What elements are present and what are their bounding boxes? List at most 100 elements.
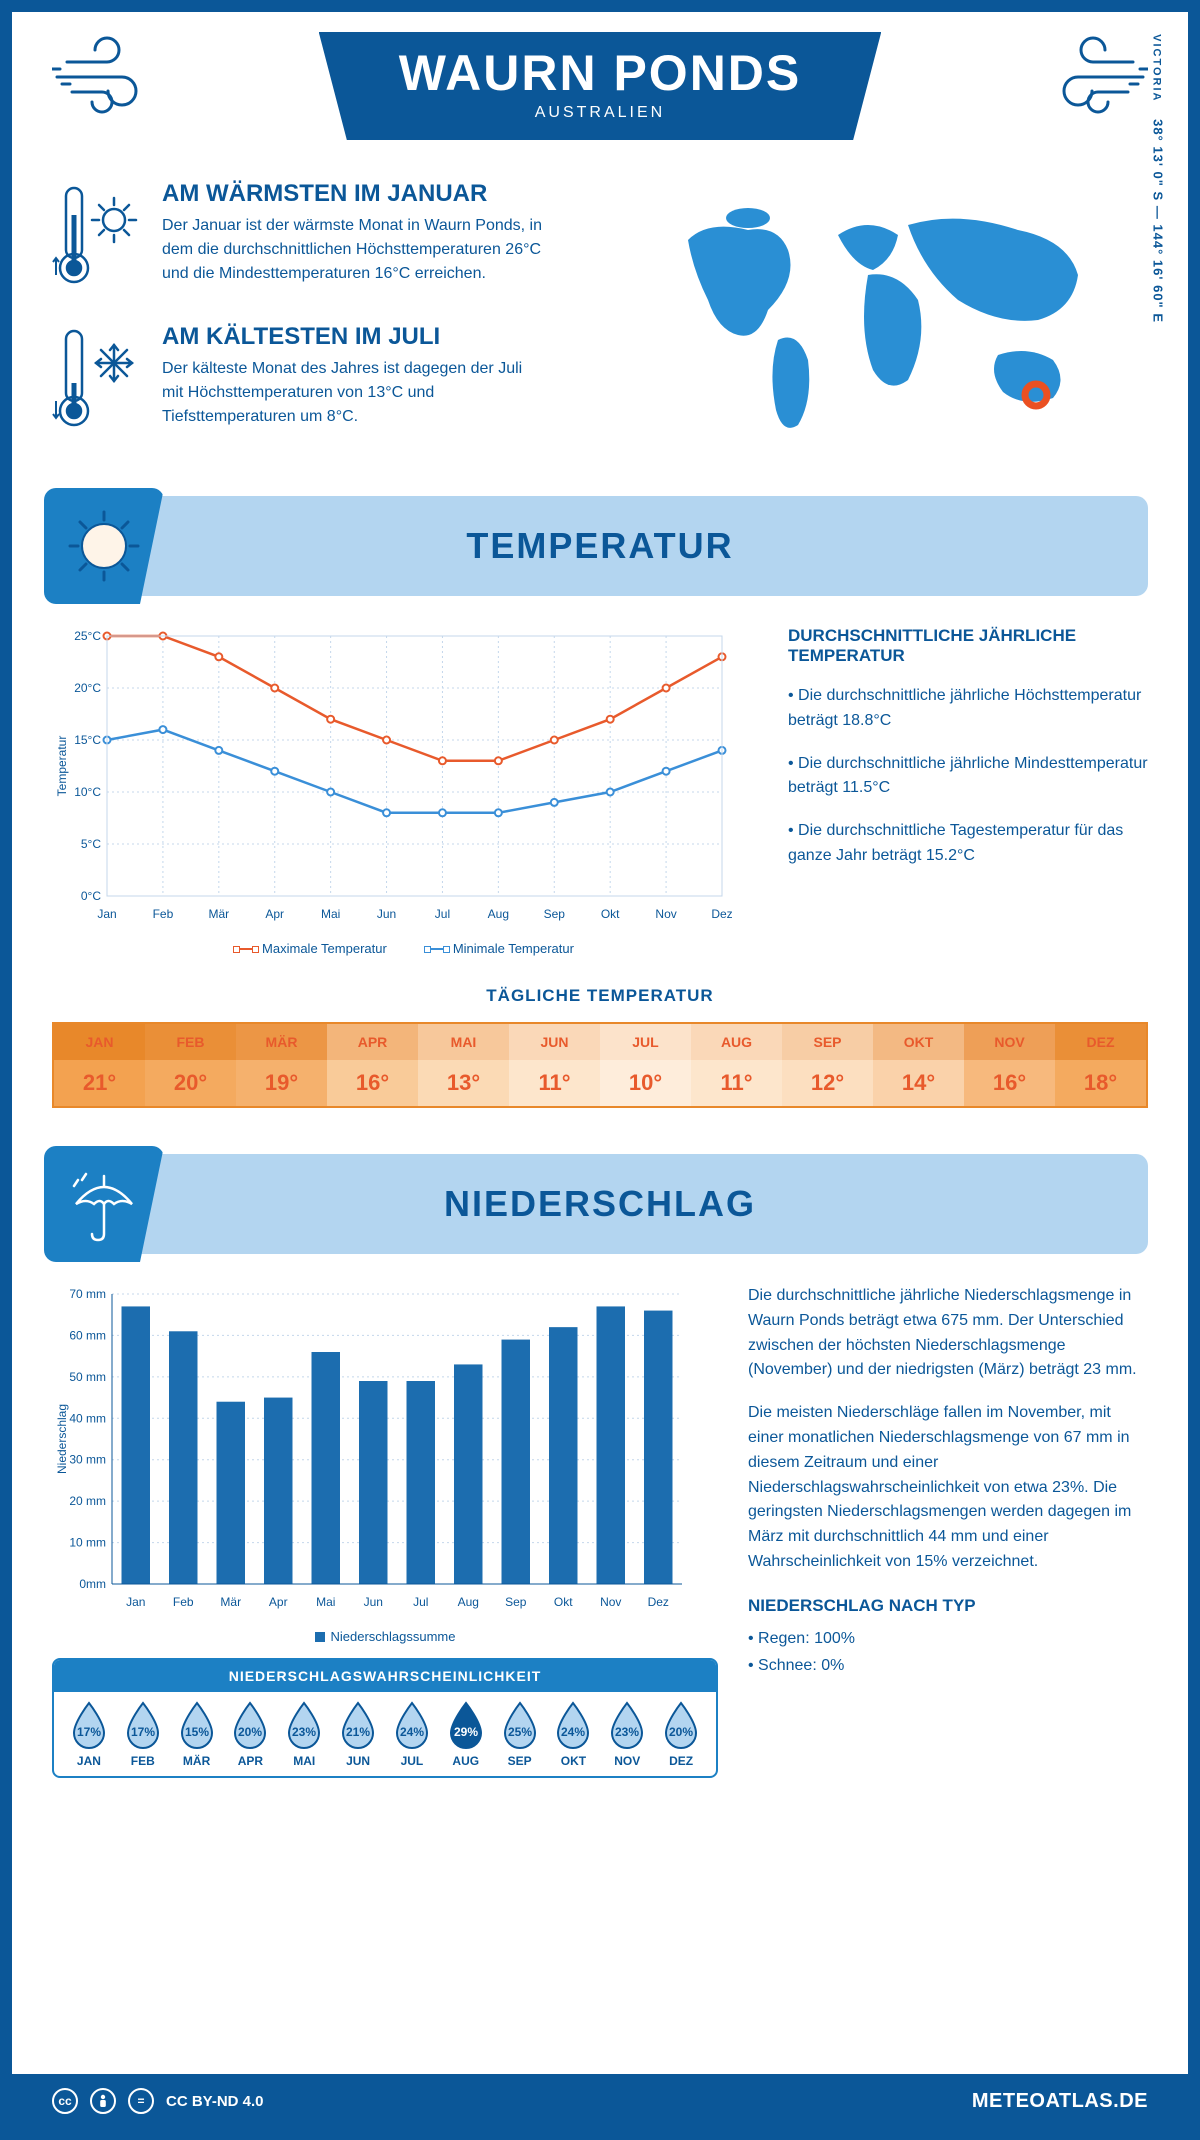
probability-box: NIEDERSCHLAGSWAHRSCHEINLICHKEIT 17% JAN … [52,1658,718,1778]
drop-icon: 20% [223,1700,277,1750]
svg-text:Nov: Nov [655,907,676,921]
daily-value: 11° [509,1060,600,1106]
svg-text:Okt: Okt [554,1595,573,1609]
probability-cell: 29% AUG [439,1700,493,1768]
daily-value: 18° [1055,1060,1146,1106]
page-subtitle: AUSTRALIEN [399,104,802,122]
section-temperature: TEMPERATUR [52,496,1148,596]
wind-icon-left [52,32,162,127]
svg-text:25°C: 25°C [74,629,101,643]
thermometer-cold-icon [52,323,142,438]
temperature-legend: .leg-swatch-line[style*='e85a2c']::befor… [52,941,758,956]
svg-text:20°C: 20°C [74,681,101,695]
drop-icon: 17% [62,1700,116,1750]
svg-text:24%: 24% [400,1725,424,1739]
daily-value: 16° [327,1060,418,1106]
fact-warmest-text: Der Januar ist der wärmste Monat in Waur… [162,214,542,286]
daily-header: APR [327,1024,418,1060]
precipitation-type-2: • Schnee: 0% [748,1654,1148,1679]
fact-warmest-title: AM WÄRMSTEN IM JANUAR [162,180,542,208]
svg-text:10°C: 10°C [74,785,101,799]
svg-text:Mai: Mai [316,1595,335,1609]
svg-text:17%: 17% [77,1725,101,1739]
svg-text:Jul: Jul [413,1595,428,1609]
svg-text:Aug: Aug [458,1595,479,1609]
svg-text:24%: 24% [561,1725,585,1739]
probability-cell: 15% MÄR [170,1700,224,1768]
svg-text:Sep: Sep [505,1595,527,1609]
precipitation-type-heading: NIEDERSCHLAG NACH TYP [748,1593,1148,1619]
probability-cell: 17% JAN [62,1700,116,1768]
fact-coldest: AM KÄLTESTEN IM JULI Der kälteste Monat … [52,323,638,438]
svg-text:Feb: Feb [173,1595,194,1609]
daily-header: SEP [782,1024,873,1060]
svg-text:20 mm: 20 mm [69,1494,106,1508]
svg-text:Okt: Okt [601,907,620,921]
daily-value: 21° [54,1060,145,1106]
probability-cell: 21% JUN [331,1700,385,1768]
umbrella-icon [44,1146,164,1262]
daily-header: FEB [145,1024,236,1060]
probability-cell: 25% SEP [493,1700,547,1768]
temperature-summary-heading: DURCHSCHNITTLICHE JÄHRLICHE TEMPERATUR [788,626,1148,666]
drop-icon: 25% [493,1700,547,1750]
drop-icon: 23% [277,1700,331,1750]
svg-text:30 mm: 30 mm [69,1453,106,1467]
page-root: WAURN PONDS AUSTRALIEN [0,0,1200,2140]
svg-text:Jan: Jan [97,907,116,921]
daily-header: AUG [691,1024,782,1060]
svg-text:Jun: Jun [364,1595,383,1609]
temperature-summary: DURCHSCHNITTLICHE JÄHRLICHE TEMPERATUR •… [788,626,1148,956]
precipitation-p2: Die meisten Niederschläge fallen im Nove… [748,1401,1148,1575]
svg-text:Aug: Aug [488,907,509,921]
svg-text:Apr: Apr [265,907,284,921]
drop-icon: 20% [654,1700,708,1750]
daily-header: JUN [509,1024,600,1060]
svg-text:21%: 21% [346,1725,370,1739]
daily-header: NOV [964,1024,1055,1060]
drop-icon: 24% [546,1700,600,1750]
drop-icon: 21% [331,1700,385,1750]
svg-text:Niederschlag: Niederschlag [55,1404,69,1474]
fact-warmest: AM WÄRMSTEN IM JANUAR Der Januar ist der… [52,180,638,295]
svg-text:Apr: Apr [269,1595,288,1609]
precipitation-summary: Die durchschnittliche jährliche Niedersc… [748,1284,1148,1778]
svg-text:Jan: Jan [126,1595,145,1609]
temperature-bullet-3: • Die durchschnittliche Tagestemperatur … [788,819,1148,869]
svg-text:0mm: 0mm [79,1577,106,1591]
svg-text:Sep: Sep [544,907,566,921]
temperature-chart: 0°C5°C10°C15°C20°C25°CJanFebMärAprMaiJun… [52,626,758,956]
daily-header: DEZ [1055,1024,1146,1060]
daily-value: 12° [782,1060,873,1106]
footer: cc = CC BY-ND 4.0 METEOATLAS.DE [12,2074,1188,2128]
svg-text:23%: 23% [292,1725,316,1739]
nd-icon: = [128,2088,154,2114]
svg-text:20%: 20% [238,1725,262,1739]
section-temperature-title: TEMPERATUR [466,525,733,567]
daily-header: JUL [600,1024,691,1060]
probability-title: NIEDERSCHLAGSWAHRSCHEINLICHKEIT [54,1660,716,1692]
svg-text:5°C: 5°C [81,837,101,851]
daily-value: 14° [873,1060,964,1106]
probability-cell: 20% APR [223,1700,277,1768]
drop-icon: 29% [439,1700,493,1750]
svg-text:Dez: Dez [711,907,732,921]
svg-text:20%: 20% [669,1725,693,1739]
coordinates: VICTORIA 38° 13' 0" S — 144° 16' 60" E [1151,34,1166,323]
svg-text:0°C: 0°C [81,889,101,903]
header: WAURN PONDS AUSTRALIEN [12,12,1188,150]
svg-text:17%: 17% [131,1725,155,1739]
svg-text:10 mm: 10 mm [69,1536,106,1550]
daily-header: JAN [54,1024,145,1060]
daily-value: 11° [691,1060,782,1106]
cc-icon: cc [52,2088,78,2114]
daily-value: 13° [418,1060,509,1106]
svg-text:70 mm: 70 mm [69,1287,106,1301]
probability-cell: 23% MAI [277,1700,331,1768]
daily-temp-title: TÄGLICHE TEMPERATUR [12,986,1188,1006]
svg-text:Mär: Mär [220,1595,241,1609]
svg-text:Nov: Nov [600,1595,621,1609]
daily-value: 10° [600,1060,691,1106]
svg-text:29%: 29% [454,1725,478,1739]
drop-icon: 17% [116,1700,170,1750]
